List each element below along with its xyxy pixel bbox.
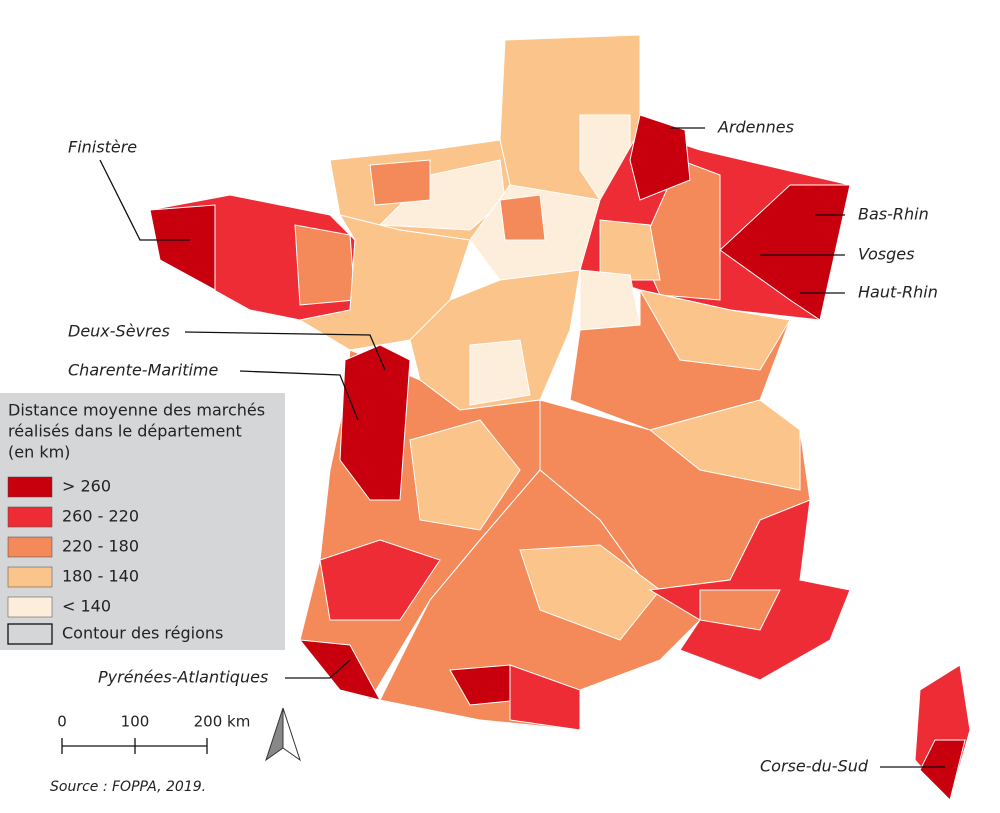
region-shape bbox=[378, 159, 506, 231]
scale-label: 0 bbox=[57, 713, 67, 731]
leader-lines bbox=[99, 127, 945, 768]
place-label: Corse-du-Sud bbox=[760, 757, 869, 776]
legend-swatch bbox=[7, 476, 53, 498]
legend-swatch bbox=[7, 566, 53, 588]
legend-swatch bbox=[7, 596, 53, 618]
region-shape bbox=[519, 544, 661, 641]
region-shape bbox=[639, 289, 791, 371]
region-shape bbox=[339, 344, 411, 501]
place-label: Bas-Rhin bbox=[858, 205, 929, 224]
legend-label: > 260 bbox=[62, 477, 111, 496]
legend-title: réalisés dans le département bbox=[8, 422, 242, 441]
region-shape bbox=[298, 639, 381, 701]
region-shape bbox=[699, 589, 781, 631]
region-shape bbox=[294, 224, 356, 306]
region-shape bbox=[149, 204, 216, 291]
place-label: Ardennes bbox=[717, 118, 794, 137]
scale-label: 100 bbox=[121, 713, 150, 731]
region-shape bbox=[599, 219, 661, 281]
north-arrow bbox=[265, 707, 301, 762]
legend-label: 260 - 220 bbox=[62, 507, 139, 526]
region-shape bbox=[719, 184, 851, 321]
legend-title: Distance moyenne des marchés bbox=[8, 401, 265, 420]
place-label: Charente-Maritime bbox=[68, 361, 219, 380]
legend: Distance moyenne des marchés réalisés dan… bbox=[7, 401, 265, 645]
region-shape bbox=[499, 194, 546, 241]
region-shape bbox=[469, 339, 531, 406]
source: Source : FOPPA, 2019. bbox=[50, 779, 206, 795]
region-shape bbox=[319, 539, 441, 621]
legend-label: Contour des régions bbox=[62, 624, 223, 643]
legend-swatch bbox=[7, 536, 53, 558]
legend-swatch bbox=[7, 623, 53, 645]
place-label: Finistère bbox=[68, 138, 137, 157]
region-shape bbox=[509, 664, 581, 731]
scale-bar bbox=[61, 738, 208, 754]
legend-label: 220 - 180 bbox=[62, 537, 139, 556]
legend-title: (en km) bbox=[8, 443, 70, 462]
region-shape bbox=[648, 399, 801, 491]
place-label: Deux-Sèvres bbox=[68, 322, 170, 341]
legend-label: < 140 bbox=[62, 597, 111, 616]
departments bbox=[149, 34, 971, 802]
region-shape bbox=[409, 419, 521, 531]
scale-label: 200 km bbox=[194, 713, 251, 731]
place-label: Pyrénées-Atlantiques bbox=[98, 668, 268, 687]
labels: Finistère Ardennes Bas-Rhin Vosges Haut-Rhin… bbox=[68, 118, 938, 776]
region-shape bbox=[369, 159, 431, 206]
place-label: Vosges bbox=[858, 245, 914, 264]
place-label: Haut-Rhin bbox=[858, 283, 938, 302]
region-shape bbox=[579, 269, 641, 331]
legend-swatch bbox=[7, 506, 53, 528]
legend-label: 180 - 140 bbox=[62, 567, 139, 586]
region-shape bbox=[919, 739, 966, 801]
